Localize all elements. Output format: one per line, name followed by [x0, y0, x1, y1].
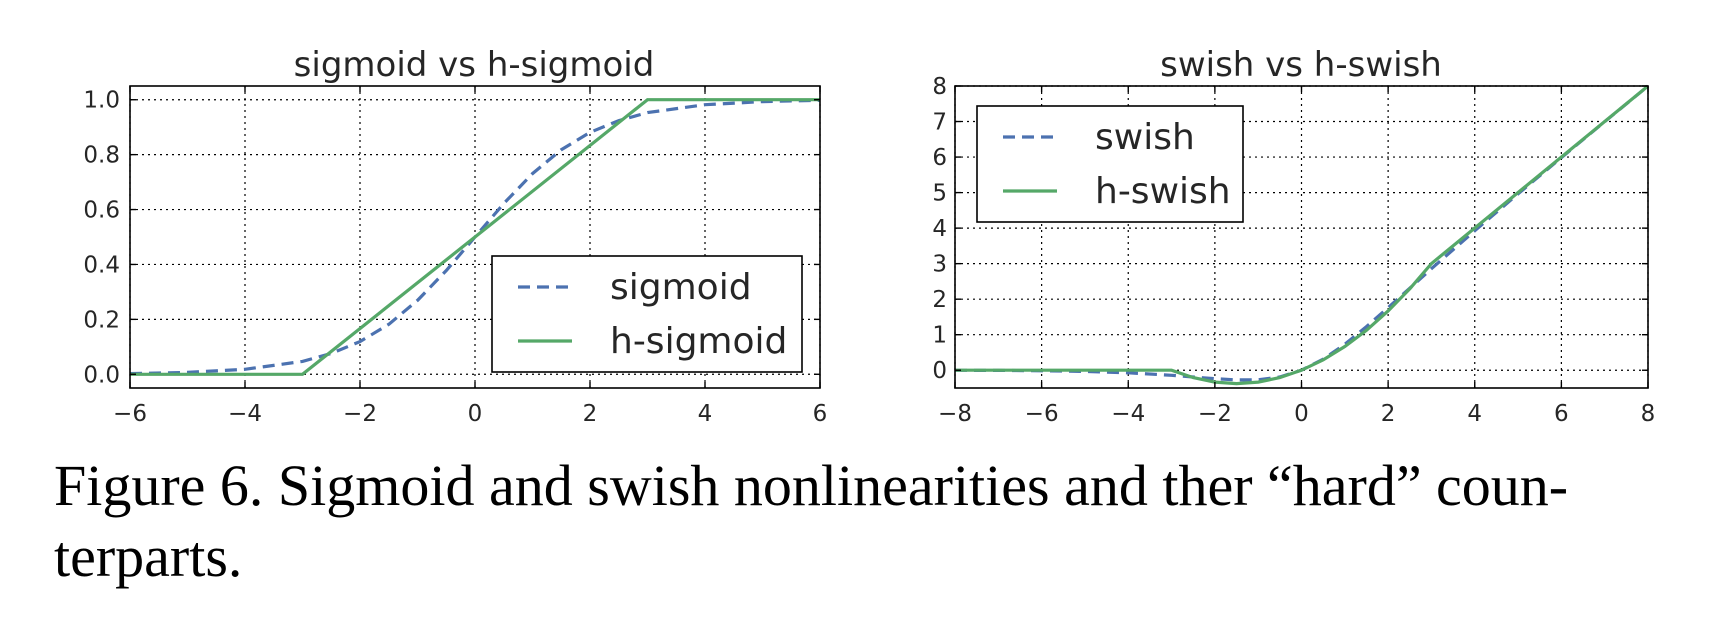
chart-title: sigmoid vs h-sigmoid: [294, 45, 655, 85]
x-tick-label: −6: [113, 401, 147, 427]
y-tick-label: 5: [932, 181, 947, 207]
series-line-h-sigmoid: [130, 98, 820, 376]
legend: sigmoid h-sigmoid: [491, 255, 803, 373]
legend-label-h-swish: h-swish: [1095, 171, 1231, 212]
x-tick-label: 0: [468, 401, 483, 427]
y-tick-label: 7: [932, 110, 947, 136]
y-tick-label: 0.2: [83, 307, 120, 333]
y-tick-label: 8: [932, 74, 947, 100]
y-tick-label: 0.8: [83, 143, 120, 169]
x-tick-label: 6: [813, 401, 828, 427]
legend-label-swish: swish: [1095, 117, 1195, 158]
x-tick-label: 2: [583, 401, 598, 427]
legend: swish h-swish: [976, 105, 1244, 223]
y-tick-label: 1.0: [83, 88, 120, 114]
y-tick-label: 1: [932, 323, 947, 349]
chart-swish: swish vs h-swish −8 −6 −4 −2 0 2 4 6 8 0 1 2 3 4 5 6 7 8 s…: [932, 45, 1655, 427]
legend-box: [976, 105, 1244, 223]
x-tick-label: −4: [228, 401, 262, 427]
y-tick-label: 0.4: [83, 252, 120, 278]
x-tick-label: 4: [698, 401, 713, 427]
y-tick-label: 4: [932, 216, 947, 242]
y-tick-label: 0.6: [83, 198, 120, 224]
caption-line-2: terparts.: [54, 524, 243, 589]
y-tick-label: 6: [932, 145, 947, 171]
x-tick-label: −2: [343, 401, 377, 427]
x-tick-label: 2: [1381, 401, 1396, 427]
chart-title: swish vs h-swish: [1160, 45, 1442, 85]
y-tick-label: 0.0: [83, 362, 120, 388]
legend-box: [491, 255, 803, 373]
x-tick-label: 8: [1641, 401, 1656, 427]
legend-label-sigmoid: sigmoid: [610, 267, 752, 308]
legend-label-h-sigmoid: h-sigmoid: [610, 321, 787, 362]
x-tick-label: 0: [1294, 401, 1309, 427]
x-tick-label: 6: [1554, 401, 1569, 427]
y-tick-label: 3: [932, 252, 947, 278]
series-line-h-swish: [955, 84, 1650, 386]
figure-caption: Figure 6. Sigmoid and swish nonlineariti…: [54, 450, 1694, 592]
x-tick-label: −4: [1111, 401, 1145, 427]
x-tick-label: −6: [1025, 401, 1059, 427]
y-tick-label: 2: [932, 287, 947, 313]
chart-sigmoid: sigmoid vs h-sigmoid −6 −4 −2 0 2 4 6 0.0 0.2 0.4…: [83, 45, 827, 427]
x-tick-label: −2: [1198, 401, 1232, 427]
y-tick-label: 0: [932, 358, 947, 384]
caption-line-1: Figure 6. Sigmoid and swish nonlineariti…: [54, 453, 1569, 518]
x-tick-label: 4: [1467, 401, 1482, 427]
x-tick-label: −8: [938, 401, 972, 427]
